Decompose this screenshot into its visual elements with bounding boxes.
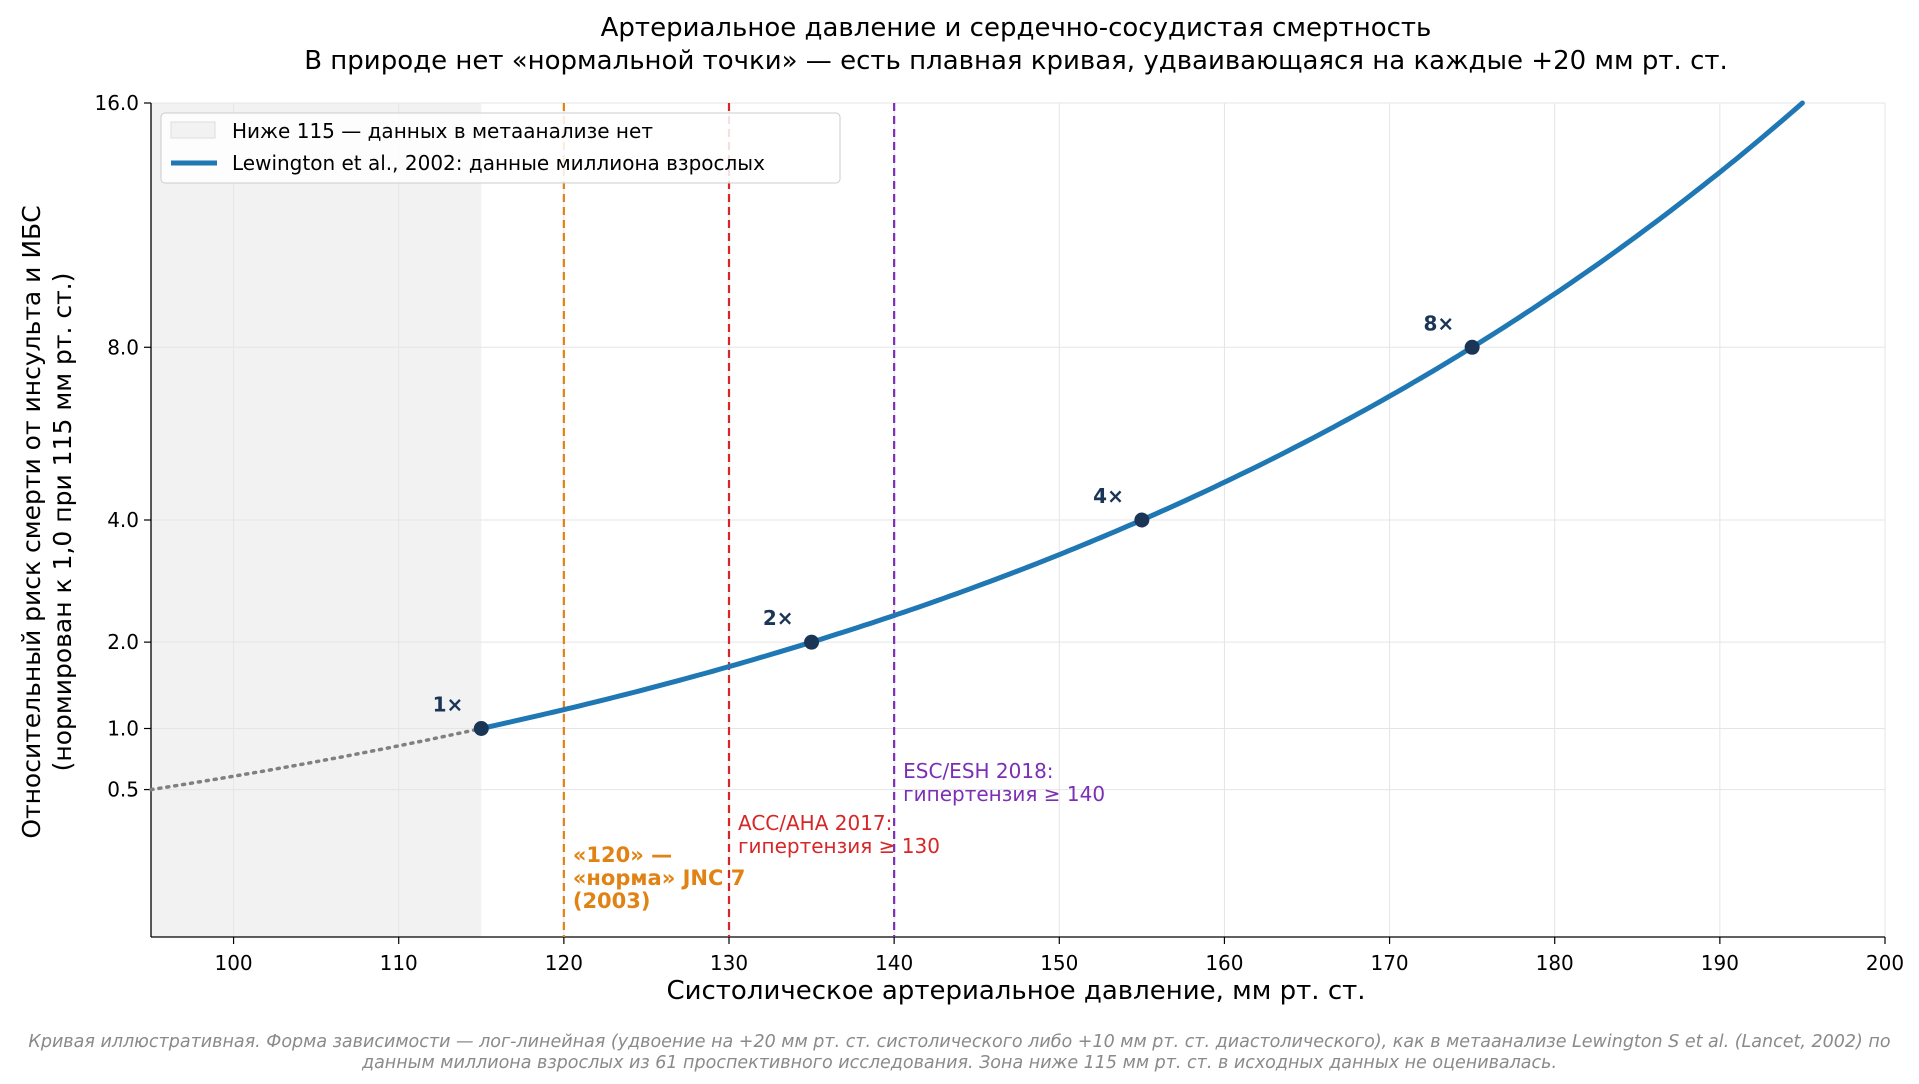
threshold-label-line: «норма» JNC 7	[573, 866, 745, 890]
y-axis-label-line1: Относительный риск смерти от инсульта и …	[17, 205, 46, 838]
y-axis-label-line2: (нормирован к 1,0 при 115 мм рт. ст.)	[48, 273, 77, 772]
data-point	[804, 634, 820, 650]
x-axis-label: Систолическое артериальное давление, мм …	[666, 976, 1365, 1006]
x-tick-label: 150	[1040, 951, 1078, 975]
chart-title: Артериальное давление и сердечно-сосудис…	[601, 13, 1432, 43]
y-tick-label: 16.0	[94, 91, 139, 115]
data-point-label: 2×	[763, 606, 794, 630]
legend-label: Lewington et al., 2002: данные миллиона …	[232, 151, 765, 175]
x-tick-label: 180	[1536, 951, 1574, 975]
y-tick-label: 1.0	[107, 717, 139, 741]
threshold-label-line: (2003)	[573, 889, 651, 913]
x-tick-label: 110	[380, 951, 418, 975]
threshold-label-line: ACC/AHA 2017:	[738, 811, 892, 835]
caption-line-2: данным миллиона взрослых из 61 проспекти…	[361, 1053, 1558, 1073]
data-point-label: 1×	[433, 693, 464, 717]
data-point-label: 4×	[1093, 484, 1124, 508]
data-point	[1464, 339, 1480, 355]
extrapolation-curve	[149, 726, 484, 792]
x-tick-label: 130	[710, 951, 748, 975]
legend-swatch-no-data	[170, 121, 216, 139]
risk-curve	[478, 100, 1805, 731]
x-tick-label: 160	[1205, 951, 1243, 975]
threshold-label: «120» — «норма» JNC 7 (2003)	[573, 843, 745, 913]
legend-label: Ниже 115 — данных в метаанализе нет	[232, 119, 653, 143]
plot-area: 100 110 120 130 140 150 160 170 180 190 200 0.5 1.0 2…	[94, 91, 1904, 975]
y-tick-label: 8.0	[107, 335, 139, 359]
x-tick-label: 140	[875, 951, 913, 975]
legend-box	[160, 112, 841, 184]
legend: Ниже 115 — данных в метаанализе нет Lewin…	[160, 112, 841, 184]
threshold-label: ESC/ESH 2018: гипертензия ≥ 140	[903, 759, 1105, 806]
x-tick-label: 100	[214, 951, 252, 975]
chart-subtitle: В природе нет «нормальной точки» — есть …	[304, 46, 1728, 76]
threshold-label-line: гипертензия ≥ 140	[903, 782, 1105, 806]
y-tick-label: 2.0	[107, 630, 139, 654]
y-tick-label: 0.5	[107, 778, 139, 802]
x-tick-label: 120	[545, 951, 583, 975]
data-point-label: 8×	[1423, 311, 1454, 335]
threshold-label-line: ESC/ESH 2018:	[903, 759, 1053, 783]
data-point	[1134, 512, 1150, 528]
data-point	[473, 721, 489, 736]
threshold-label-line: «120» —	[573, 843, 672, 867]
threshold-label: ACC/AHA 2017: гипертензия ≥ 130	[738, 811, 940, 858]
x-tick-label: 170	[1370, 951, 1408, 975]
threshold-label-line: гипертензия ≥ 130	[738, 834, 940, 858]
footnote-caption: Кривая иллюстративная. Форма зависимости…	[10, 1032, 1909, 1074]
y-tick-label: 4.0	[107, 508, 139, 532]
x-tick-label: 190	[1701, 951, 1739, 975]
caption-line-1: Кривая иллюстративная. Форма зависимости…	[28, 1032, 1891, 1052]
x-tick-label: 200	[1866, 951, 1904, 975]
